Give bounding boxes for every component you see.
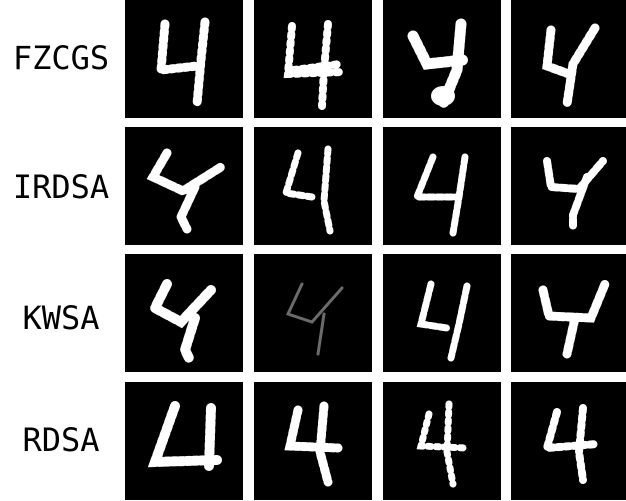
digit-image-irdsa-1	[125, 127, 243, 245]
digit-image-fzcgs-4	[511, 0, 626, 118]
digit-image-rdsa-1	[125, 382, 243, 500]
digit-image-fzcgs-1	[125, 0, 243, 118]
digit-image-fzcgs-3	[383, 0, 501, 118]
row-label-kwsa: KWSA	[22, 299, 100, 337]
digit-image-kwsa-2	[254, 254, 372, 372]
digit-image-irdsa-2	[254, 127, 372, 245]
digit-image-kwsa-1	[125, 254, 243, 372]
digit-image-rdsa-4	[511, 382, 626, 500]
digit-image-irdsa-4	[511, 127, 626, 245]
digit-image-rdsa-3	[383, 382, 501, 500]
digit-image-irdsa-3	[383, 127, 501, 245]
digit-image-fzcgs-2	[254, 0, 372, 118]
digit-image-kwsa-4	[511, 254, 626, 372]
row-label-irdsa: IRDSA	[12, 168, 110, 206]
digit-image-kwsa-3	[383, 254, 501, 372]
row-label-rdsa: RDSA	[22, 421, 100, 459]
digit-image-rdsa-2	[254, 382, 372, 500]
row-label-fzcgs: FZCGS	[12, 39, 110, 77]
